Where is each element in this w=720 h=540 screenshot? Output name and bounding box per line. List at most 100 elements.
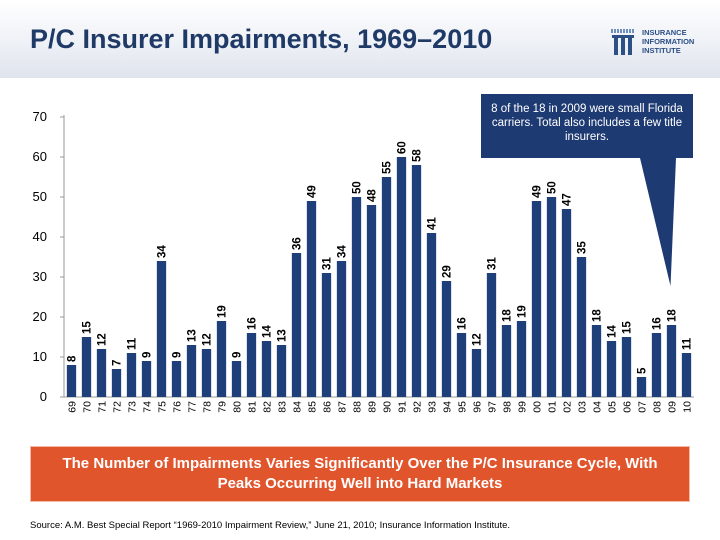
x-tick-label: 96 [472, 401, 484, 413]
iii-logo: INSURANCE INFORMATION INSTITUTE [610, 28, 712, 58]
y-tick-label: 70 [33, 109, 47, 124]
bar-data-label: 9 [172, 352, 184, 358]
x-tick-label: 98 [502, 401, 514, 413]
bar-data-label: 34 [157, 245, 169, 258]
bar [651, 333, 662, 397]
y-tick-label: 60 [33, 149, 47, 164]
bar-data-label: 41 [427, 217, 439, 230]
bar [336, 261, 347, 397]
bar [111, 369, 122, 397]
x-tick-label: 01 [547, 401, 559, 413]
bar [381, 177, 392, 397]
bar-data-label: 36 [292, 237, 304, 250]
bar-data-label: 47 [562, 193, 574, 206]
x-tick-label: 75 [157, 401, 169, 413]
bar [396, 157, 407, 397]
x-tick-label: 94 [442, 401, 454, 413]
bar [666, 325, 677, 397]
x-tick-label: 73 [127, 401, 139, 413]
bar-data-label: 60 [397, 141, 409, 154]
bar-data-label: 15 [82, 321, 94, 334]
bar-data-label: 31 [487, 257, 499, 270]
bar-data-label: 55 [382, 161, 394, 174]
bar [246, 333, 257, 397]
x-tick-label: 82 [262, 401, 274, 413]
bar-data-label: 7 [112, 360, 124, 366]
callout-text: 8 of the 18 in 2009 were small Florida c… [491, 103, 683, 143]
bar [561, 209, 572, 397]
bar [321, 273, 332, 397]
bar-data-label: 50 [352, 181, 364, 194]
bar-data-label: 18 [667, 309, 679, 322]
y-tick-label: 10 [33, 349, 47, 364]
bar-data-label: 49 [532, 185, 544, 198]
x-tick-label: 97 [487, 401, 499, 413]
bar-data-label: 19 [217, 305, 229, 318]
bar [456, 333, 467, 397]
bar [531, 201, 542, 397]
x-tick-label: 78 [202, 401, 214, 413]
x-tick-label: 70 [82, 401, 94, 413]
source-note: Source: A.M. Best Special Report “1969-2… [30, 520, 511, 531]
bar [186, 345, 197, 397]
logo-line: INFORMATION [642, 37, 695, 46]
bar [501, 325, 512, 397]
bar-data-label: 48 [367, 189, 379, 202]
bar [591, 325, 602, 397]
bar [516, 321, 527, 397]
summary-banner: The Number of Impairments Varies Signifi… [30, 446, 690, 502]
bar [546, 197, 557, 397]
bar [231, 361, 242, 397]
x-tick-label: 84 [292, 401, 304, 413]
bar [96, 349, 107, 397]
bar [141, 361, 152, 397]
bar [171, 361, 182, 397]
bar [126, 353, 137, 397]
bar-data-label: 31 [322, 257, 334, 270]
header-bar [0, 0, 720, 78]
bar [426, 233, 437, 397]
bar [441, 281, 452, 397]
x-tick-label: 88 [352, 401, 364, 413]
bar-data-label: 11 [682, 337, 694, 350]
x-tick-label: 09 [667, 401, 679, 413]
y-tick-label: 20 [33, 309, 47, 324]
x-tick-label: 80 [232, 401, 244, 413]
bar-data-label: 14 [262, 325, 274, 338]
callout-box [481, 94, 693, 286]
bar-data-label: 50 [547, 181, 559, 194]
x-tick-label: 90 [382, 401, 394, 413]
x-tick-label: 81 [247, 401, 259, 413]
bar-data-label: 14 [607, 325, 619, 338]
x-tick-label: 89 [367, 401, 379, 413]
x-tick-label: 95 [457, 401, 469, 413]
x-tick-label: 07 [637, 401, 649, 413]
x-tick-label: 83 [277, 401, 289, 413]
x-tick-label: 04 [592, 401, 604, 413]
bar [471, 349, 482, 397]
bar-data-label: 11 [127, 337, 139, 350]
bar [276, 345, 287, 397]
x-tick-label: 71 [97, 401, 109, 413]
bar [261, 341, 272, 397]
x-tick-label: 72 [112, 401, 124, 413]
y-tick-label: 30 [33, 269, 47, 284]
bar-data-label: 58 [412, 149, 424, 162]
bar-data-label: 19 [517, 305, 529, 318]
bar-data-label: 9 [232, 352, 244, 358]
page-title: P/C Insurer Impairments, 1969–2010 [30, 24, 493, 54]
bar [81, 337, 92, 397]
bar [411, 165, 422, 397]
bar-data-label: 29 [442, 265, 454, 278]
x-tick-label: 99 [517, 401, 529, 413]
bar-data-label: 13 [277, 329, 289, 342]
x-tick-label: 03 [577, 401, 589, 413]
bar [681, 353, 692, 397]
bar [636, 377, 647, 397]
bar [291, 253, 302, 397]
x-tick-label: 79 [217, 401, 229, 413]
x-tick-label: 02 [562, 401, 574, 413]
x-tick-label: 10 [682, 401, 694, 413]
x-tick-label: 06 [622, 401, 634, 413]
x-tick-label: 91 [397, 401, 409, 413]
